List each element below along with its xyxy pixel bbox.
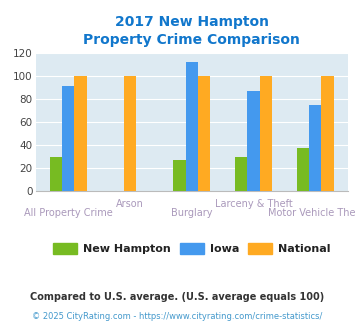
Bar <box>50 157 62 191</box>
Bar <box>321 76 334 191</box>
Text: Motor Vehicle Theft: Motor Vehicle Theft <box>268 208 355 217</box>
Bar <box>173 160 186 191</box>
Legend: New Hampton, Iowa, National: New Hampton, Iowa, National <box>49 239 335 258</box>
Bar <box>75 76 87 191</box>
Bar <box>186 62 198 191</box>
Bar <box>62 86 75 191</box>
Text: Burglary: Burglary <box>171 208 212 217</box>
Text: All Property Crime: All Property Crime <box>24 208 113 217</box>
Bar <box>260 76 272 191</box>
Bar <box>235 157 247 191</box>
Title: 2017 New Hampton
Property Crime Comparison: 2017 New Hampton Property Crime Comparis… <box>83 15 300 48</box>
Bar <box>309 105 321 191</box>
Text: Arson: Arson <box>116 199 144 210</box>
Text: Larceny & Theft: Larceny & Theft <box>214 199 292 210</box>
Text: © 2025 CityRating.com - https://www.cityrating.com/crime-statistics/: © 2025 CityRating.com - https://www.city… <box>32 312 323 321</box>
Bar <box>297 148 309 191</box>
Text: Compared to U.S. average. (U.S. average equals 100): Compared to U.S. average. (U.S. average … <box>31 292 324 302</box>
Bar <box>247 91 260 191</box>
Bar <box>124 76 136 191</box>
Bar <box>198 76 210 191</box>
